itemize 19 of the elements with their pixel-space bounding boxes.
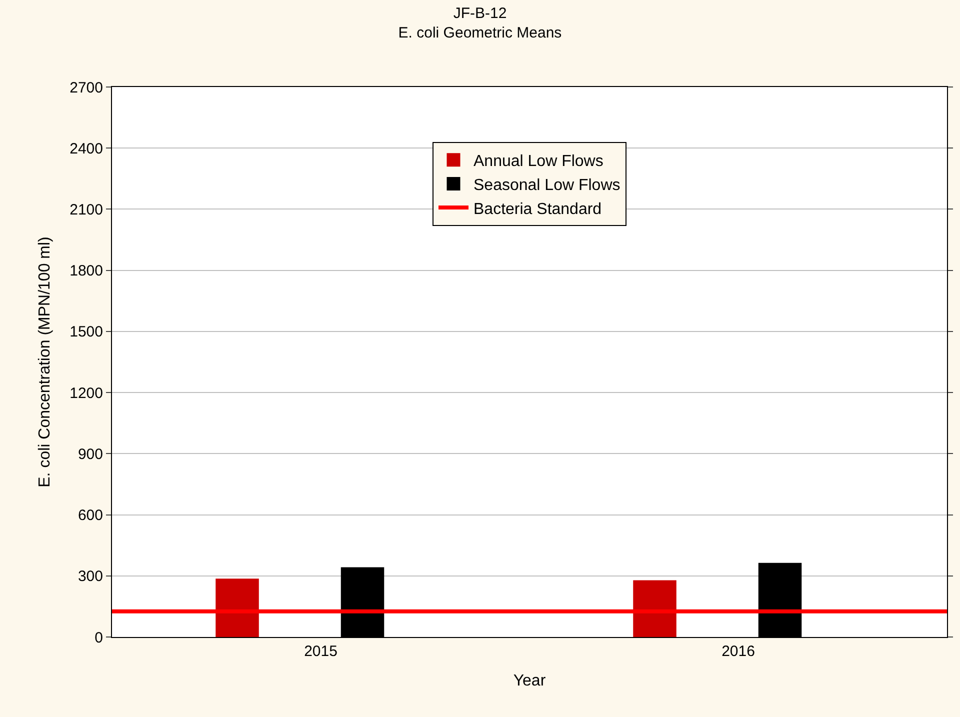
x-axis-title: Year	[513, 672, 546, 690]
y-tick-label: 900	[78, 446, 103, 463]
y-tick-label: 2400	[70, 140, 103, 158]
y-tick-label: 1200	[70, 384, 103, 402]
y-tick-label: 1800	[70, 262, 103, 280]
legend-label: Seasonal Low Flows	[474, 176, 620, 194]
x-tick-label: 2015	[304, 643, 338, 660]
legend-label: Annual Low Flows	[474, 153, 604, 170]
x-tick-label: 2016	[722, 643, 755, 660]
y-tick-label: 2700	[70, 79, 103, 96]
y-tick-label: 1500	[70, 324, 103, 341]
y-tick-label: 0	[94, 629, 103, 646]
y-axis-title: E. coli Concentration (MPN/100 ml)	[36, 236, 54, 488]
chart-subtitle: E. coli Geometric Means	[398, 24, 562, 42]
y-tick-label: 2100	[70, 201, 103, 218]
chart-title: JF-B-12	[453, 4, 507, 22]
legend-label: Bacteria Standard	[474, 200, 602, 218]
y-tick-label: 300	[78, 568, 103, 586]
y-tick-label: 600	[78, 507, 103, 524]
